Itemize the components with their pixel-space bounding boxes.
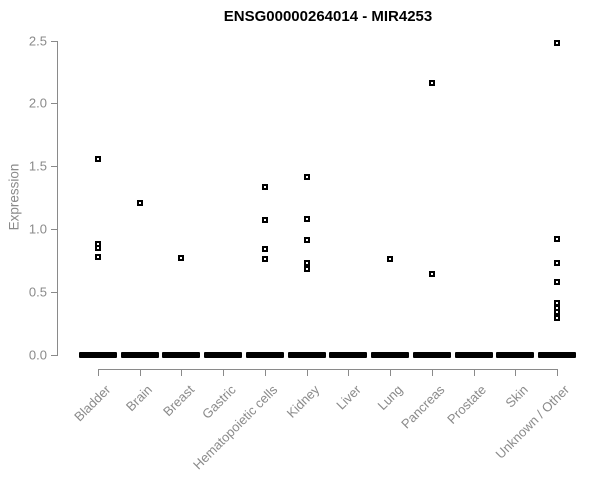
- data-point: [553, 308, 560, 315]
- zero-expression-bar: [79, 351, 117, 358]
- data-point: [303, 259, 310, 266]
- data-point: [261, 217, 268, 224]
- zero-expression-bar: [371, 351, 410, 358]
- x-tick: [306, 369, 308, 376]
- zero-expression-bar: [204, 351, 243, 358]
- x-category-label: Lung: [374, 382, 406, 414]
- data-point: [178, 254, 185, 261]
- y-tick-label: 0.5: [28, 284, 47, 300]
- x-category-label: Unknown / Other: [493, 382, 573, 462]
- data-point: [303, 266, 310, 273]
- data-point: [261, 256, 268, 263]
- data-point: [428, 80, 435, 87]
- data-point: [95, 244, 101, 251]
- y-tick: [51, 228, 57, 230]
- y-tick-label: 0.0: [28, 347, 47, 362]
- data-point: [261, 184, 268, 191]
- data-point: [387, 256, 394, 263]
- y-tick: [51, 40, 57, 42]
- data-point: [553, 278, 560, 285]
- x-category-label: Prostate: [444, 382, 490, 427]
- x-category-label: Bladder: [71, 382, 114, 425]
- x-tick: [139, 369, 141, 376]
- data-point: [261, 245, 268, 252]
- x-tick: [390, 369, 392, 376]
- y-tick: [51, 354, 57, 356]
- x-tick: [223, 369, 225, 376]
- x-tick: [431, 369, 433, 376]
- data-point: [303, 174, 310, 181]
- zero-expression-bar: [329, 351, 368, 358]
- data-point: [136, 199, 143, 206]
- x-tick: [264, 369, 266, 376]
- data-point: [553, 235, 560, 242]
- zero-expression-bar: [120, 351, 159, 358]
- data-point: [428, 271, 435, 278]
- zero-expression-bar: [412, 351, 451, 358]
- x-tick: [515, 369, 517, 376]
- data-point: [95, 253, 101, 260]
- zero-expression-bar: [245, 351, 284, 358]
- zero-expression-bar: [496, 351, 535, 358]
- x-tick: [556, 369, 558, 376]
- x-tick: [181, 369, 183, 376]
- x-category-label: Breast: [159, 382, 198, 420]
- x-category-label: Liver: [333, 382, 364, 413]
- data-point: [553, 259, 560, 266]
- x-tick: [98, 369, 99, 376]
- y-tick-label: 2.0: [28, 95, 47, 111]
- data-point: [95, 155, 101, 162]
- chart-title: ENSG00000264014 - MIR4253: [223, 8, 433, 25]
- data-point: [303, 215, 310, 222]
- x-tick: [473, 369, 475, 376]
- y-tick: [51, 291, 57, 293]
- y-tick: [51, 166, 57, 168]
- y-tick-label: 1.5: [28, 158, 47, 174]
- y-axis-line: [57, 40, 58, 356]
- x-tick: [348, 369, 350, 376]
- zero-expression-bar: [287, 351, 326, 358]
- y-tick-label: 2.5: [28, 33, 47, 48]
- data-point: [303, 237, 310, 244]
- y-tick: [51, 103, 57, 105]
- y-axis-title: Expression: [6, 163, 22, 231]
- data-point: [553, 40, 560, 46]
- data-point: [553, 300, 560, 306]
- x-category-label: Pancreas: [397, 382, 448, 432]
- x-category-label: Gastric: [199, 382, 239, 422]
- x-category-label: Skin: [502, 382, 531, 411]
- x-axis-line: [98, 369, 558, 370]
- y-tick-label: 1.0: [28, 221, 47, 237]
- x-category-label: Brain: [123, 382, 156, 415]
- zero-expression-bar: [454, 351, 493, 358]
- zero-expression-bar: [537, 351, 576, 358]
- zero-expression-bar: [162, 351, 201, 358]
- data-point: [553, 315, 560, 322]
- x-category-label: Kidney: [283, 382, 323, 421]
